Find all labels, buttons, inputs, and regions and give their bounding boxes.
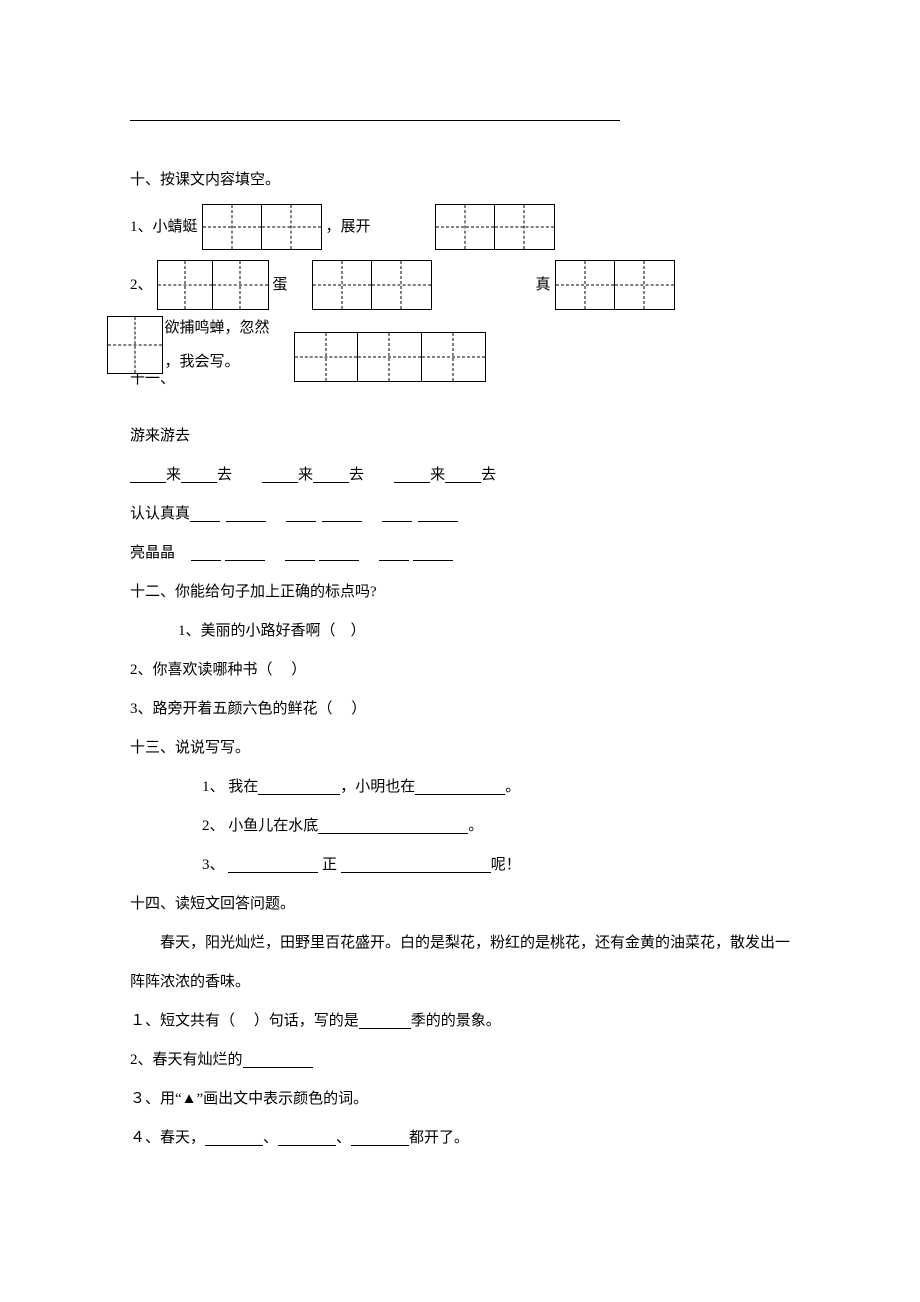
s14-q4: ４、春天， 、 、 都开了。 <box>130 1119 790 1158</box>
example-text: 游来游去 <box>130 417 190 456</box>
section-12-heading: 十二、你能给句子加上正确的标点吗? <box>130 573 790 612</box>
blank <box>258 780 340 795</box>
s14-passage: 春天，阳光灿烂，田野里百花盛开。白的是梨花，粉红的是桃花，还有金黄的油菜花，散发… <box>130 924 790 1002</box>
s11-pattern-row: 来 去 来 去 来 去 <box>130 456 790 495</box>
q1-prefix: 1、小蜻蜓 <box>130 215 198 239</box>
s11-ljj-row: 亮晶晶 <box>130 534 790 573</box>
t: 2、春天有灿烂的 <box>130 1041 243 1080</box>
q2-mid1: 蛋 <box>273 273 288 297</box>
q2-prefix: 2、 <box>130 273 153 297</box>
blank <box>130 468 166 483</box>
blank <box>394 468 430 483</box>
tianzi-grid <box>202 204 322 250</box>
t: １、短文共有（ ）句话，写的是 <box>130 1002 359 1041</box>
blank <box>322 507 362 522</box>
tianzi-grid <box>435 204 555 250</box>
blank <box>205 1131 263 1146</box>
t: 呢！ <box>491 846 521 885</box>
heading-text: 十、按课文内容填空。 <box>130 161 280 200</box>
s14-q1: １、短文共有（ ）句话，写的是 季的的景象。 <box>130 1002 790 1041</box>
blank <box>415 780 505 795</box>
tianzi-grid <box>107 316 163 374</box>
s14-q2: 2、春天有灿烂的 <box>130 1041 790 1080</box>
t: 都开了。 <box>409 1119 469 1158</box>
label: 亮晶晶 <box>130 534 175 573</box>
passage-text: 春天，阳光灿烂，田野里百花盛开。白的是梨花，粉红的是桃花，还有金黄的油菜花，散发… <box>130 935 790 990</box>
s14-q3: ３、用“▲”画出文中表示颜色的词。 <box>130 1080 790 1119</box>
char: 来 <box>298 456 313 495</box>
tianzi-grid <box>555 260 675 310</box>
blank <box>191 546 221 561</box>
blank <box>341 858 491 873</box>
s10-q1: 1、小蜻蜓 ，展开 <box>130 204 790 250</box>
s10-q2: 2、 蛋 真 <box>130 260 790 310</box>
tianzi-grid <box>294 332 486 382</box>
sep: 、 <box>336 1119 351 1158</box>
section-14-heading: 十四、读短文回答问题。 <box>130 885 790 924</box>
char: 来 <box>430 456 445 495</box>
t: ４、春天， <box>130 1119 205 1158</box>
blank <box>418 507 458 522</box>
t: 。 <box>468 807 483 846</box>
label: 认认真真 <box>130 495 190 534</box>
blank <box>445 468 481 483</box>
s12-q2: 2、你喜欢读哪种书（ ） <box>130 651 790 690</box>
blank <box>181 468 217 483</box>
top-rule <box>130 120 620 121</box>
t: 3、 <box>202 846 228 885</box>
q3-bottom: ，我会写。 <box>165 350 270 374</box>
blank <box>226 507 266 522</box>
blank <box>228 858 318 873</box>
blank <box>351 1131 409 1146</box>
char: 来 <box>166 456 181 495</box>
tianzi-grid <box>157 260 269 310</box>
blank <box>319 546 359 561</box>
sep: 、 <box>263 1119 278 1158</box>
t: ，小明也在 <box>340 768 415 807</box>
t: 1、 我在 <box>202 768 258 807</box>
char: 去 <box>217 456 232 495</box>
q-text: 3、路旁开着五颜六色的鲜花（ ） <box>130 690 366 729</box>
q3-top: 欲捕鸣蝉，忽然 <box>165 316 270 340</box>
char: 去 <box>481 456 496 495</box>
blank <box>286 507 316 522</box>
heading-text: 十二、你能给句子加上正确的标点吗? <box>130 573 377 612</box>
heading-text: 十三、说说写写。 <box>130 729 250 768</box>
char: 去 <box>349 456 364 495</box>
blank <box>382 507 412 522</box>
section-10-heading: 十、按课文内容填空。 <box>130 161 790 200</box>
t: ３、用“▲”画出文中表示颜色的词。 <box>130 1080 368 1119</box>
blank <box>379 546 409 561</box>
q2-mid2: 真 <box>536 273 551 297</box>
s12-q1: 1、美丽的小路好香啊（ ） <box>130 612 790 651</box>
blank <box>285 546 315 561</box>
t: 。 <box>505 768 520 807</box>
q1-mid: ，展开 <box>326 215 371 239</box>
blank <box>278 1131 336 1146</box>
blank <box>243 1053 313 1068</box>
worksheet-page: 十、按课文内容填空。 1、小蜻蜓 ，展开 2、 蛋 真 3、 欲捕鸣蝉，忽然 ，… <box>0 0 920 1302</box>
s13-q3: 3、 正 呢！ <box>130 846 790 885</box>
t: 正 <box>318 846 341 885</box>
s11-rz-row: 认认真真 <box>130 495 790 534</box>
blank <box>190 507 220 522</box>
section-13-heading: 十三、说说写写。 <box>130 729 790 768</box>
s12-q3: 3、路旁开着五颜六色的鲜花（ ） <box>130 690 790 729</box>
blank <box>318 819 468 834</box>
t: 季的的景象。 <box>411 1002 501 1041</box>
s13-q1: 1、 我在 ，小明也在 。 <box>130 768 790 807</box>
s11-example: 游来游去 <box>130 417 790 456</box>
tianzi-grid <box>312 260 432 310</box>
blank <box>413 546 453 561</box>
q3-stacked-text: 欲捕鸣蝉，忽然 ，我会写。 <box>165 316 270 374</box>
blank <box>313 468 349 483</box>
heading-text: 十四、读短文回答问题。 <box>130 885 295 924</box>
blank <box>359 1014 411 1029</box>
blank <box>262 468 298 483</box>
s13-q2: 2、 小鱼儿在水底 。 <box>130 807 790 846</box>
t: 2、 小鱼儿在水底 <box>202 807 318 846</box>
blank <box>225 546 265 561</box>
q-text: 1、美丽的小路好香啊（ ） <box>178 612 366 651</box>
q-text: 2、你喜欢读哪种书（ ） <box>130 651 306 690</box>
